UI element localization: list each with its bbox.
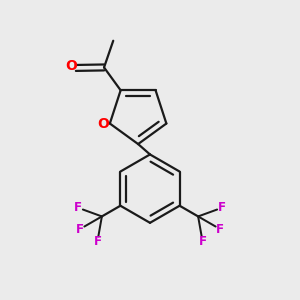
Text: O: O	[98, 116, 109, 130]
Text: F: F	[199, 235, 207, 248]
Text: F: F	[76, 223, 84, 236]
Text: O: O	[65, 58, 77, 73]
Text: F: F	[93, 235, 101, 248]
Text: F: F	[218, 201, 226, 214]
Text: F: F	[216, 223, 224, 236]
Text: F: F	[74, 201, 82, 214]
